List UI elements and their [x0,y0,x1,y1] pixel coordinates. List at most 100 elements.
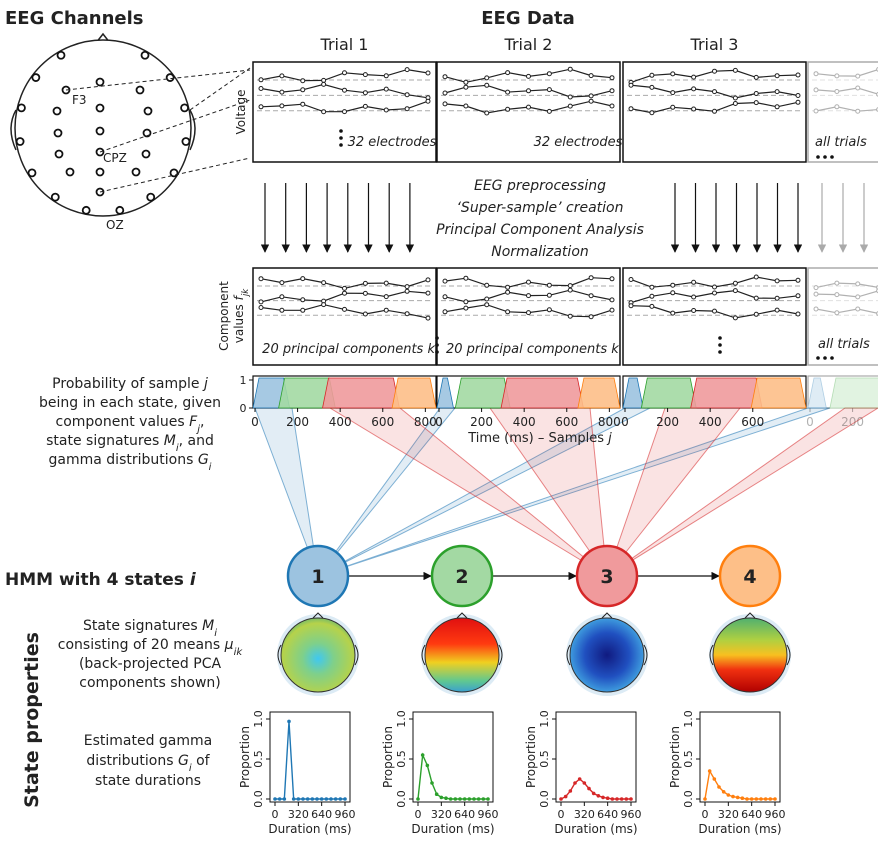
trace-dot [814,72,818,76]
trace-dot [650,111,654,115]
trace-dot [280,308,284,312]
raw-note: 32 electrodes [534,135,623,150]
signature-description: State signatures Mi [83,618,217,639]
trace-dot [835,281,839,285]
trace-dot [280,295,284,299]
x-tick-label: 200 [656,415,679,429]
trace-dot [426,99,430,103]
trace-dot [733,281,737,285]
trace-dot [405,68,409,72]
electrode [29,169,36,176]
trace-dot [713,309,717,313]
duration-point [482,797,486,801]
trace-dot [485,297,489,301]
trace-dot [506,71,510,75]
x-tick-label: 960 [765,808,786,821]
duration-line [275,721,345,799]
electrode [167,74,174,81]
trace-dot [835,105,839,109]
signature-description-part: consisting of 20 means [58,637,225,653]
duration-line [418,755,488,799]
duration-point [458,797,462,801]
duration-point [750,797,754,801]
y-axis-label: Proportion [668,726,682,788]
trace-dot [527,280,531,284]
hmm-title: HMM with 4 states i [5,570,197,590]
trace-dot [322,303,326,307]
duration-point [625,797,629,801]
electrode [116,207,123,214]
trace-dot [568,288,572,292]
duration-point [430,781,434,785]
duration-description: distributions Gi of [86,753,210,774]
trace-dot [485,111,489,115]
trace-dot [506,310,510,314]
component-note-part: k [611,342,619,357]
probability-description-part: , [200,414,204,430]
trace-dot [713,285,717,289]
plot-frame [270,712,350,802]
topo-map [713,618,787,692]
trace-dot [384,281,388,285]
duration-description: state durations [95,773,201,789]
trace-dot [856,109,860,113]
duration-point [755,797,759,801]
signature-description: components shown) [79,675,220,691]
ellipsis-dot [435,343,439,347]
trace-dot [426,316,430,320]
trace-dot [322,78,326,82]
duration-point [597,794,601,798]
trace-dot [443,102,447,106]
duration-point [311,797,315,801]
trace-dot [405,285,409,289]
probability-description-part: component values [56,414,190,430]
processing-step: ‘Super-sample’ creation [456,200,623,216]
component-note: 20 principal components k [446,342,619,357]
trial-title: Trial 2 [504,35,553,54]
trace-dot [343,88,347,92]
trial-column: Trial 30200400600 [621,35,806,429]
trace-dot [856,74,860,78]
trace-dot [506,290,510,294]
trace-dot [754,275,758,279]
plot-frame [556,712,636,802]
y-tick-label: 0.5 [395,750,408,768]
trace-dot [692,107,696,111]
component-label-part: values [232,300,246,343]
component-label-part: jk [241,288,251,297]
raw-note: 32 electrodes [348,135,437,150]
state-link [607,408,740,576]
duration-chart: 0.00.51.00320640960Duration (ms)Proporti… [381,710,499,836]
ellipsis-dot [816,155,820,159]
trace-dot [692,87,696,91]
duration-line [705,771,775,799]
duration-point [421,753,425,757]
trace-dot [301,88,305,92]
x-tick-label: 0 [621,415,629,429]
component-note-part: all trials [818,337,870,352]
x-axis-label: Duration (ms) [268,822,351,836]
electrode [67,169,74,176]
trace-dot [568,104,572,108]
trace-dot [301,308,305,312]
x-tick-label: 0 [435,415,443,429]
trace-dot [259,78,263,82]
x-tick-label: 640 [741,808,762,821]
raw-note: all trials [815,135,867,150]
x-tick-label: 600 [741,415,764,429]
trace-dot [610,277,614,281]
hmm-title-part: HMM with 4 states [5,570,190,590]
trace-dot [650,304,654,308]
trace-dot [301,79,305,83]
trace-dot [610,298,614,302]
duration-point [773,797,777,801]
duration-point [727,793,731,797]
trace-dot [426,71,430,75]
state-probability [392,378,436,408]
trace-dot [713,69,717,73]
plot-frame [413,712,493,802]
ellipsis-dot [823,356,827,360]
trace-dot [322,110,326,114]
duration-point [343,797,347,801]
duration-point [722,790,726,794]
